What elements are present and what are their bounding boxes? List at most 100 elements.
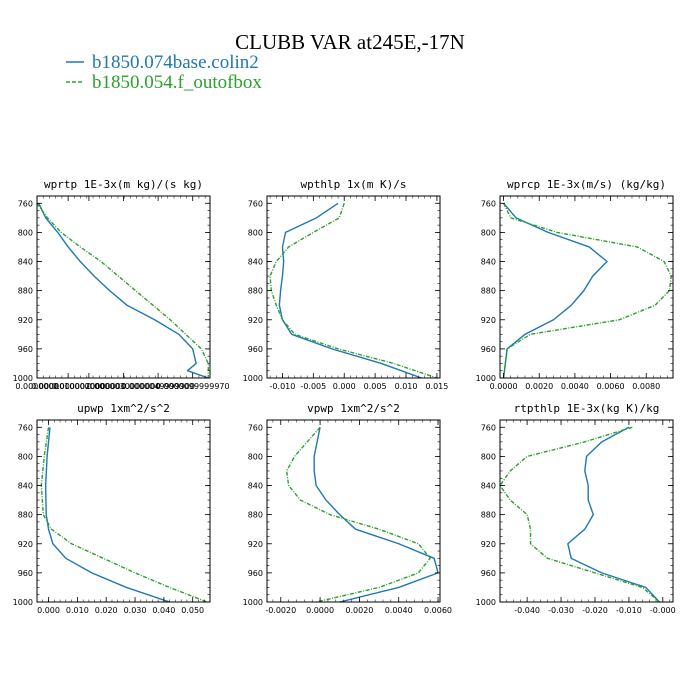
panel-2-title: wpthlp 1x(m K)/s <box>301 178 407 191</box>
panel-1-ytick-label-880: 880 <box>18 287 33 296</box>
panel-1-xtick-label-2: 0.0000010000000 <box>31 382 105 391</box>
panel-1-ytick-label-920: 920 <box>18 316 33 325</box>
panel-4-ytick-label-960: 960 <box>18 569 33 578</box>
panel-1-xtick-label-4: 0.0000030000000 <box>87 382 161 391</box>
panel-2-frame <box>266 195 441 379</box>
panel-4-series-2-line <box>40 427 208 602</box>
panel-4-ytick-label-840: 840 <box>18 482 33 491</box>
panel-5-ytick-label-800: 800 <box>248 452 263 461</box>
panel-5-ytick-label-840: 840 <box>248 482 263 491</box>
panel-2-xtick-label-6: 0.015 <box>425 382 448 391</box>
panel-3-series-1-line <box>502 202 608 378</box>
panel-6-ytick-label-880: 880 <box>481 511 496 520</box>
panel-3-ytick-label-760: 760 <box>481 199 496 208</box>
panel-3-frame <box>499 195 674 379</box>
panel-6-xtick-label-2: -0.030 <box>548 606 574 615</box>
panel-2-xtick-label-2: -0.005 <box>300 382 326 391</box>
panel-5-ytick-label-960: 960 <box>248 569 263 578</box>
panel-3-ytick-label-880: 880 <box>481 287 496 296</box>
panel-4-series-1-line <box>44 427 170 602</box>
panel-5-xtick-label-3: 0.0020 <box>345 606 373 615</box>
panel-1-ytick-label-1000: 1000 <box>13 374 33 383</box>
panel-5-ytick-label-1000: 1000 <box>243 598 263 607</box>
panel-5: vpwp 1xm^2/s^2 760 800 840 880 920 960 1000-0.0… <box>243 402 452 615</box>
panel-4-xtick-label-3: 0.020 <box>95 606 118 615</box>
panel-3-title: wprcp 1E-3x(m/s) (kg/kg) <box>507 178 666 191</box>
panel-1-series-2-line <box>37 202 209 378</box>
panel-6-series-2-line <box>500 426 660 602</box>
panel-6-title: rtpthlp 1E-3x(kg K)/kg <box>514 402 660 415</box>
panel-3-ytick-label-920: 920 <box>481 316 496 325</box>
panel-4: upwp 1xm^2/s^2 760 800 840 880 920 960 1000 0.00… <box>13 402 211 615</box>
panel-5-series-1-line <box>313 427 439 602</box>
panel-1-ytick-label-960: 960 <box>18 345 33 354</box>
panel-6-frame <box>499 419 674 603</box>
panel-6-xtick-label-1: -0.040 <box>514 606 540 615</box>
panel-3-xtick-label-3: 0.0040 <box>561 382 589 391</box>
panel-1-xtick-label-1: 0.0000000 <box>15 382 58 391</box>
panel-2-xtick-label-5: 0.010 <box>395 382 418 391</box>
panel-4-frame <box>36 419 211 603</box>
panel-2-ytick-label-800: 800 <box>248 228 263 237</box>
panel-1-title: wprtp 1E-3x(m kg)/(s kg) <box>44 178 203 191</box>
panel-2-ytick-label-840: 840 <box>248 258 263 267</box>
panel-6-ytick-label-1000: 1000 <box>476 598 496 607</box>
legend-entry-2: b1850.054.f_outofbox <box>66 72 262 93</box>
panel-2: wpthlp 1x(m K)/s 760 800 840 880 920 960 1000 -0… <box>243 178 449 391</box>
panel-2-ytick-label-760: 760 <box>248 199 263 208</box>
panel-1: wprtp 1E-3x(m kg)/(s kg) 760 800 840 880 920 9… <box>13 178 230 391</box>
panel-3-series-2-line <box>502 202 672 378</box>
panel-3-xtick-label-5: 0.0080 <box>632 382 660 391</box>
panel-2-ytick-label-880: 880 <box>248 287 263 296</box>
panel-1-xtick-label-5: 0.0000049999900 <box>121 382 195 391</box>
panel-6-ytick-label-760: 760 <box>481 423 496 432</box>
panel-6-xtick-label-3: -0.020 <box>582 606 608 615</box>
panel-5-ytick-label-880: 880 <box>248 511 263 520</box>
panel-2-xtick-label-3: 0.000 <box>333 382 356 391</box>
panel-5-frame <box>266 419 441 603</box>
legend: b1850.074base.colin2 b1850.054.f_outofbo… <box>66 52 262 93</box>
figure-title: CLUBB VAR at245E,-17N <box>235 30 465 54</box>
panel-2-series-2-line <box>269 203 438 378</box>
panel-6-xtick-label-4: -0.010 <box>616 606 642 615</box>
panel-4-ytick-label-1000: 1000 <box>13 598 33 607</box>
panel-2-series-1-line <box>278 202 422 378</box>
panel-5-xtick-label-5: 0.0060 <box>424 606 452 615</box>
panel-3-ytick-label-1000: 1000 <box>476 374 496 383</box>
panel-6-ytick-label-840: 840 <box>481 482 496 491</box>
panel-2-xtick-label-1: -0.010 <box>270 382 296 391</box>
panel-4-ytick-label-880: 880 <box>18 511 33 520</box>
panel-5-title: vpwp 1xm^2/s^2 <box>307 402 400 415</box>
panel-2-ytick-label-1000: 1000 <box>243 374 263 383</box>
panel-1-xtick-label-3: 0.0000020000000 <box>52 382 126 391</box>
legend-label-2: b1850.054.f_outofbox <box>92 72 262 93</box>
panel-6-ytick-label-920: 920 <box>481 540 496 549</box>
panel-5-series-2-line <box>285 426 431 602</box>
panel-6: rtpthlp 1E-3x(kg K)/kg 760 800 840 880 920 960… <box>476 402 676 615</box>
panel-4-title: upwp 1xm^2/s^2 <box>77 402 170 415</box>
panel-5-ytick-label-920: 920 <box>248 540 263 549</box>
panel-6-ytick-label-960: 960 <box>481 569 496 578</box>
panel-3-xtick-label-1: 0.0000 <box>490 382 518 391</box>
panel-3-ytick-label-960: 960 <box>481 345 496 354</box>
panel-3-ytick-label-800: 800 <box>481 228 496 237</box>
panel-4-ytick-label-760: 760 <box>18 423 33 432</box>
panel-6-ytick-label-800: 800 <box>481 452 496 461</box>
legend-label-1: b1850.074base.colin2 <box>92 52 259 73</box>
panel-4-xtick-label-1: 0.000 <box>37 606 60 615</box>
panel-3-xtick-label-4: 0.0060 <box>597 382 625 391</box>
panel-5-ytick-label-760: 760 <box>248 423 263 432</box>
panel-4-xtick-label-2: 0.010 <box>66 606 89 615</box>
panel-5-xtick-label-4: 0.0040 <box>385 606 413 615</box>
panel-6-xtick-label-5: -0.000 <box>650 606 676 615</box>
panel-1-ytick-label-800: 800 <box>18 228 33 237</box>
panels: wprtp 1E-3x(m kg)/(s kg) 760 800 840 880 920 9… <box>13 178 676 615</box>
panel-4-ytick-label-800: 800 <box>18 452 33 461</box>
panel-3-ytick-label-840: 840 <box>481 258 496 267</box>
panel-3: wprcp 1E-3x(m/s) (kg/kg) 760 800 840 880 920 9… <box>476 178 674 391</box>
panel-3-xtick-label-2: 0.0020 <box>525 382 553 391</box>
panel-1-xtick-label-6: 0.0000099999970 <box>156 382 230 391</box>
panel-1-frame <box>36 195 211 379</box>
panel-5-xtick-label-2: 0.0000 <box>306 606 334 615</box>
